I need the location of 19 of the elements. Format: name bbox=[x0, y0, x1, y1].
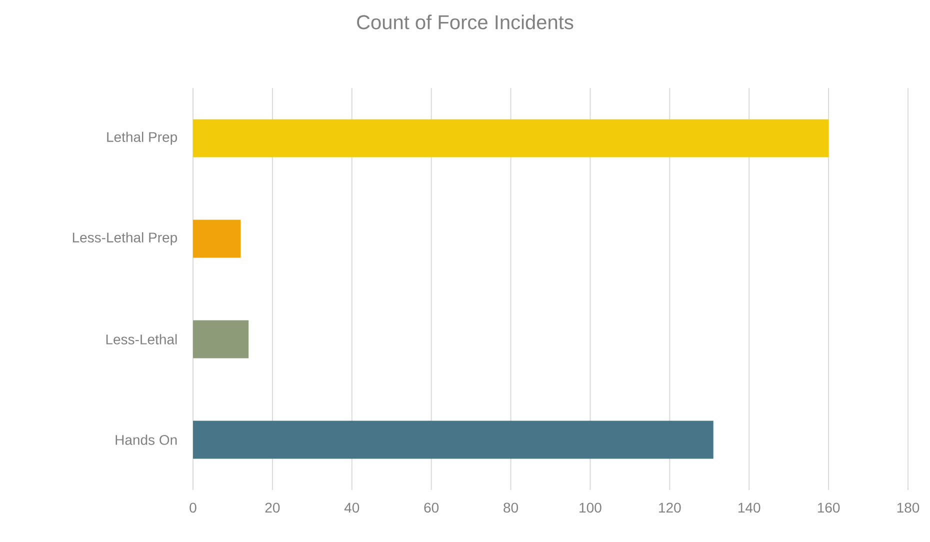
y-tick-label: Lethal Prep bbox=[107, 132, 178, 145]
chart-title: Count of Force Incidents bbox=[357, 14, 574, 30]
y-tick-label: Less-Lethal bbox=[106, 334, 177, 344]
x-tick-label: 20 bbox=[265, 502, 280, 513]
bar bbox=[193, 420, 714, 459]
x-tick-label: 120 bbox=[659, 502, 681, 513]
y-tick-label: Less-Lethal Prep bbox=[72, 232, 178, 246]
x-tick-label: 60 bbox=[424, 502, 439, 513]
bar bbox=[193, 220, 241, 258]
x-tick-label: 80 bbox=[504, 502, 518, 513]
x-tick-label: 140 bbox=[738, 502, 760, 513]
bar bbox=[193, 119, 829, 158]
x-tick-label: 160 bbox=[818, 502, 840, 513]
x-tick-label: 180 bbox=[897, 502, 920, 513]
bar bbox=[193, 320, 249, 358]
x-tick-label: 0 bbox=[190, 502, 196, 513]
x-tick-label: 100 bbox=[580, 502, 602, 513]
x-tick-label: 40 bbox=[344, 502, 360, 513]
y-tick-label: Hands On bbox=[116, 434, 177, 445]
